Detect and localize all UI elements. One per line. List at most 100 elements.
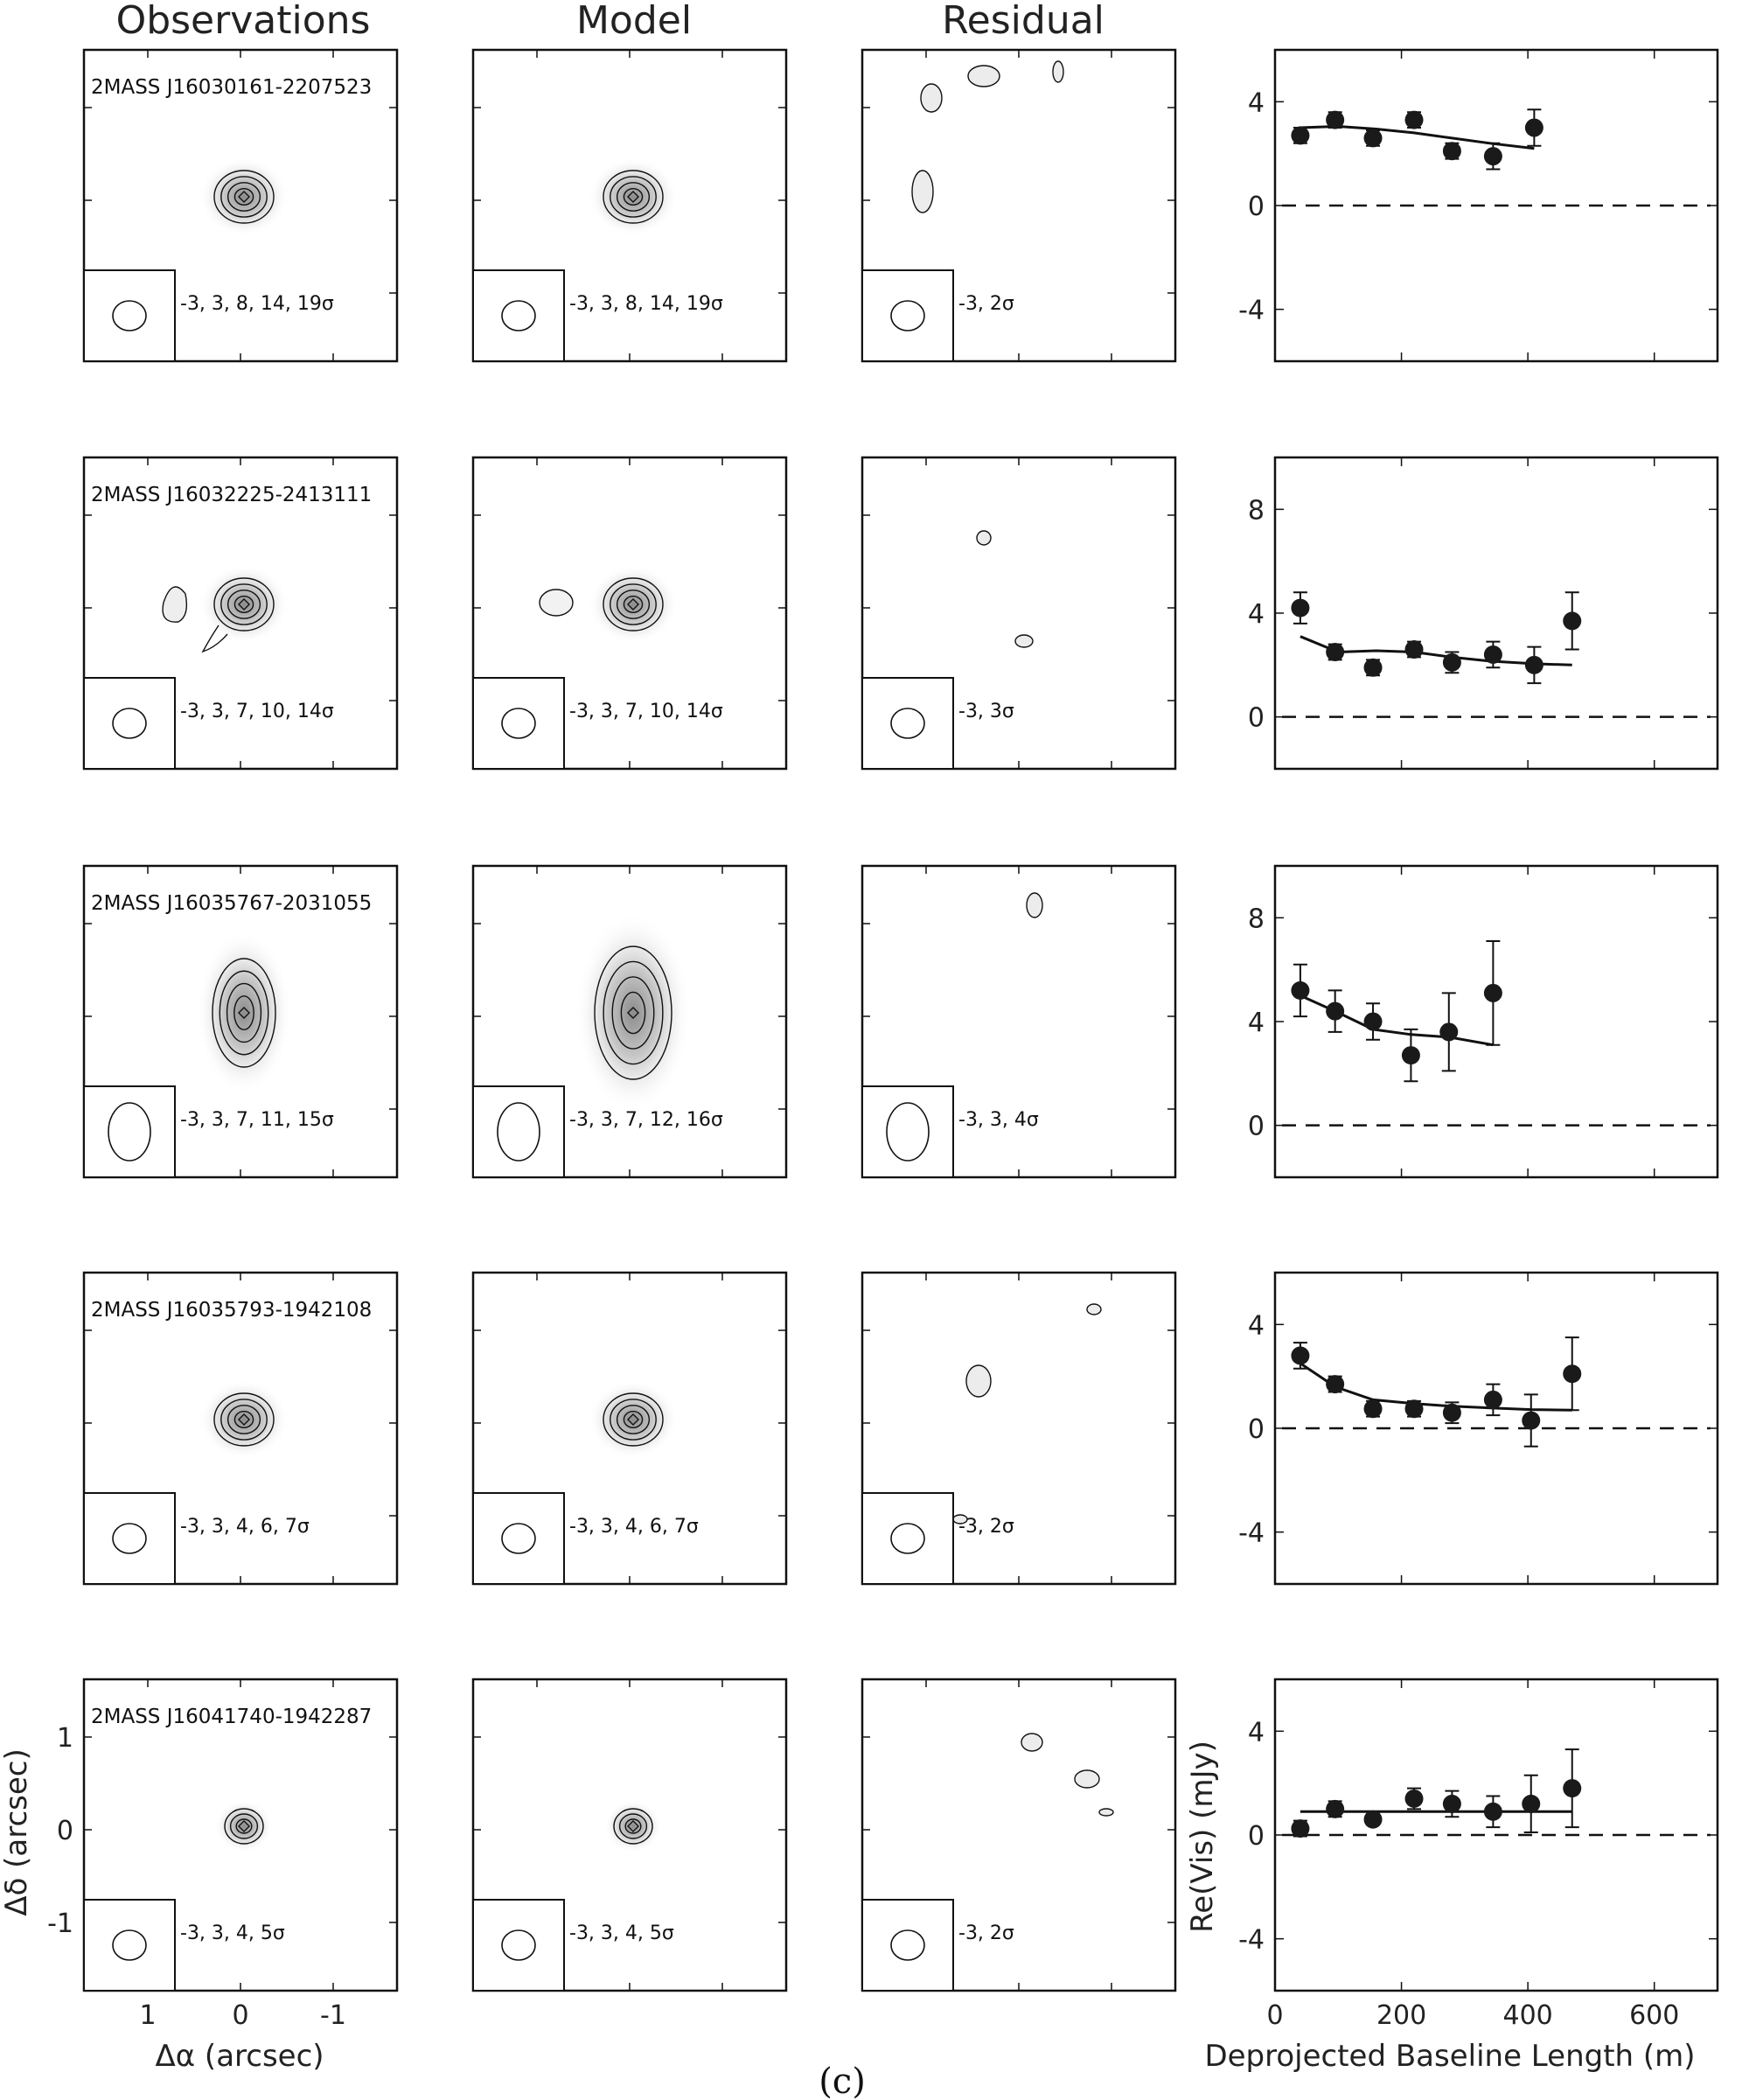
beam-inset (83, 677, 176, 770)
resid-panel-4: -3, 2σ (861, 1271, 1177, 1586)
source-contours (199, 1380, 289, 1459)
resid-panel-5: -3, 2σ (861, 1678, 1177, 1992)
data-point (1442, 1401, 1461, 1425)
y-tick-label: -4 (1238, 1518, 1265, 1549)
source-name: 2MASS J16030161-2207523 (91, 76, 372, 99)
beam-inset (472, 1085, 565, 1178)
x-tick-label: 200 (1376, 2000, 1426, 2031)
data-point (1291, 591, 1310, 624)
data-point (1524, 108, 1543, 147)
model-panel-4: -3, 3, 4, 6, 7σ (471, 1271, 788, 1586)
obs-panel-1: -3, 3, 8, 14, 19σ 2MASS J16030161-2207523 (82, 48, 399, 363)
residual-contours (911, 60, 1064, 213)
x-tick-label: 0 (1266, 2000, 1283, 2031)
y-tick-label: 0 (1248, 703, 1265, 734)
source-contours (199, 565, 289, 644)
resid-contour-levels: -3, 2σ (958, 1922, 1014, 1944)
data-point (1483, 1795, 1502, 1829)
image-x-tick-label: -1 (320, 2000, 346, 2031)
data-point (1442, 142, 1461, 161)
data-point (1363, 1399, 1383, 1419)
y-tick-label: 8 (1248, 903, 1265, 934)
visibility-plot-2: 0 4 8 (1248, 456, 1719, 771)
source-name: 2MASS J16035767-2031055 (91, 892, 372, 915)
source-contours (199, 157, 289, 236)
row-3: -3, 3, 7, 11, 15σ 2MASS J16035767-2031055… (82, 864, 1719, 1179)
visibility-plot-3: 0 4 8 (1248, 864, 1719, 1179)
obs-panel-3: -3, 3, 7, 11, 15σ 2MASS J16035767-2031055 (82, 864, 399, 1179)
y-tick-label: -4 (1238, 1925, 1265, 1956)
beam-inset (83, 1899, 176, 1992)
source-contours (589, 565, 678, 644)
data-point (1439, 992, 1459, 1072)
y-tick-label: -4 (1238, 296, 1265, 326)
beam-inset (472, 269, 565, 362)
y-tick-label: 4 (1248, 1310, 1265, 1341)
data-point (1483, 142, 1502, 171)
residual-contours (952, 1303, 1102, 1524)
residual-contours (1021, 1733, 1114, 1817)
model-contour-levels: -3, 3, 7, 12, 16σ (569, 1109, 723, 1131)
model-panel-3: -3, 3, 7, 12, 16σ (471, 864, 788, 1179)
x-tick-label: 600 (1629, 2000, 1679, 2031)
image-xlabel: Δα (arcsec) (155, 2039, 324, 2074)
data-point (1326, 1799, 1345, 1818)
visibility-plot-1: -4 0 4 (1238, 48, 1719, 363)
y-tick-label: 4 (1248, 1717, 1265, 1748)
y-tick-label: 4 (1248, 1008, 1265, 1038)
data-point (1404, 110, 1424, 129)
data-point (1363, 658, 1383, 677)
resid-contour-levels: -3, 2σ (958, 1516, 1014, 1538)
vis-xlabel: Deprojected Baseline Length (m) (1204, 2039, 1695, 2074)
y-tick-label: 0 (1248, 192, 1265, 222)
rows: -3, 3, 8, 14, 19σ 2MASS J16030161-2207523… (47, 48, 1719, 2031)
data-point (1522, 1774, 1541, 1834)
data-point (1291, 963, 1310, 1018)
obs-contour-levels: -3, 3, 8, 14, 19σ (180, 293, 334, 315)
header-observations: Observations (116, 0, 371, 43)
vis-ylabel: Re(Vis) (mJy) (1185, 1741, 1220, 1933)
beam-inset (472, 1492, 565, 1585)
beam-inset (83, 1492, 176, 1585)
data-point (1563, 1336, 1582, 1412)
visibility-plot-5: -4 0 4 0 200 400 600 (1238, 1678, 1719, 2031)
beam-inset (861, 677, 954, 770)
data-point (1483, 1383, 1502, 1417)
data-point (1326, 643, 1345, 661)
companion-contour (162, 586, 228, 653)
model-contour-levels: -3, 3, 4, 6, 7σ (569, 1516, 699, 1538)
resid-contour-levels: -3, 2σ (958, 293, 1014, 315)
data-point (1291, 126, 1310, 145)
data-point (1291, 1342, 1310, 1370)
model-panel-2: -3, 3, 7, 10, 14σ (471, 456, 788, 771)
beam-inset (861, 269, 954, 362)
source-contours (215, 1800, 273, 1852)
y-tick-label: 4 (1248, 599, 1265, 630)
row-1: -3, 3, 8, 14, 19σ 2MASS J16030161-2207523… (82, 48, 1719, 363)
image-y-tick-label: -1 (47, 1908, 73, 1939)
data-point (1401, 1028, 1420, 1083)
data-point (1404, 1399, 1424, 1419)
data-point (1442, 1790, 1461, 1818)
data-point (1522, 1393, 1541, 1448)
data-point (1442, 651, 1461, 674)
data-point (1483, 940, 1502, 1046)
data-point (1326, 110, 1345, 129)
beam-inset (472, 677, 565, 770)
beam-inset (861, 1899, 954, 1992)
obs-contour-levels: -3, 3, 7, 10, 14σ (180, 701, 334, 722)
companion-contour (539, 589, 574, 617)
data-point (1326, 1375, 1345, 1394)
data-point (1404, 1787, 1424, 1810)
data-point (1563, 591, 1582, 651)
resid-panel-3: -3, 3, 4σ (861, 864, 1177, 1179)
row-2: -3, 3, 7, 10, 14σ 2MASS J16032225-2413111… (82, 456, 1719, 771)
y-tick-label: 0 (1248, 1112, 1265, 1142)
beam-inset (861, 1492, 954, 1585)
obs-panel-2: -3, 3, 7, 10, 14σ 2MASS J16032225-2413111 (82, 456, 399, 771)
image-x-tick-label: 0 (232, 2000, 248, 2031)
data-point (1363, 1810, 1383, 1829)
